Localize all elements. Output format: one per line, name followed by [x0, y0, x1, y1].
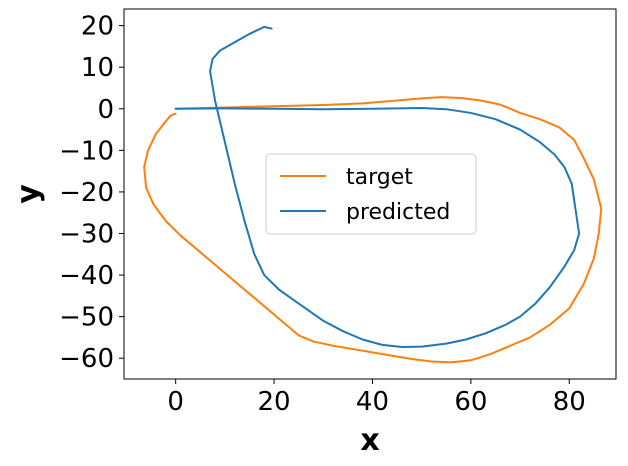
legend-label-target: target	[346, 165, 413, 190]
x-tick-label: 60	[454, 387, 487, 417]
y-tick-label: 20	[81, 12, 114, 42]
ticks-layer: 0 20 40 60 80 20 10 0 −10 −20 −30 −40 −50 −60	[59, 12, 586, 417]
y-tick-label: −60	[59, 344, 114, 374]
series-line-target	[143, 96, 603, 364]
y-tick-label: −20	[59, 178, 114, 208]
series-line-predicted	[174, 25, 581, 348]
series-layer	[143, 25, 603, 364]
legend-frame	[265, 153, 477, 235]
y-tick-label: −50	[59, 303, 114, 333]
y-tick-label: −10	[59, 136, 114, 166]
legend-label-predicted: predicted	[346, 200, 450, 225]
x-tick-label: 20	[258, 387, 291, 417]
y-tick-label: 0	[97, 95, 114, 125]
legend: target predicted	[265, 153, 477, 235]
x-tick-label: 80	[553, 387, 586, 417]
axes-frame	[123, 8, 617, 380]
x-tick-label: 0	[167, 387, 184, 417]
y-tick-label: −40	[59, 261, 114, 291]
y-tick-label: 10	[81, 53, 114, 83]
y-tick-label: −30	[59, 219, 114, 249]
x-axis-label: x	[360, 423, 379, 458]
x-tick-label: 40	[356, 387, 389, 417]
y-axis-label: y	[11, 184, 46, 204]
